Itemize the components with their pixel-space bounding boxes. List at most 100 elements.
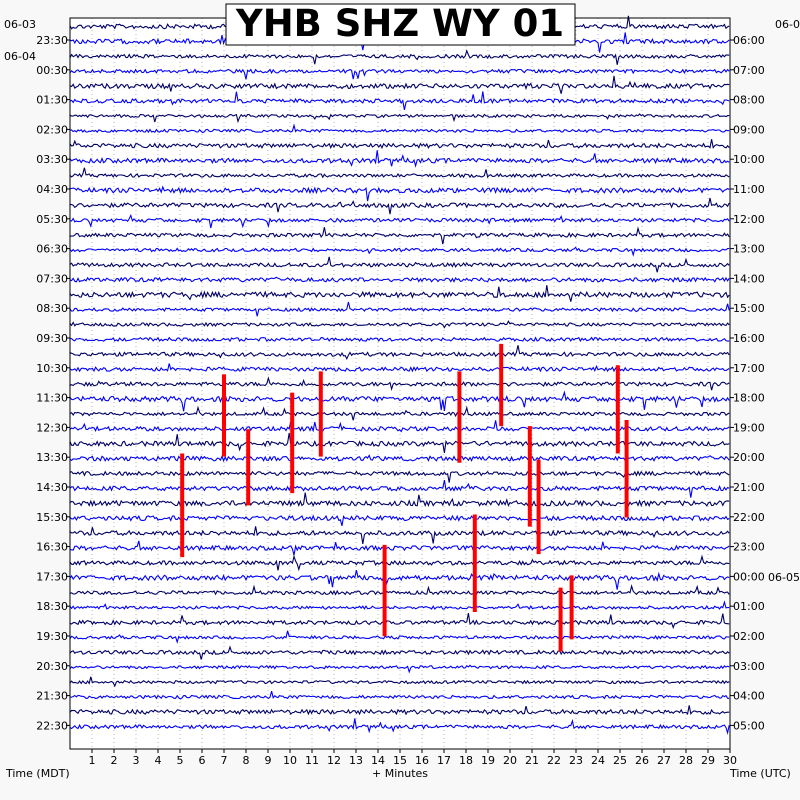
seismic-trace: [69, 150, 730, 168]
x-tick-label: 24: [591, 754, 605, 767]
x-tick-label: 8: [243, 754, 250, 767]
right-time-label: 05:00: [733, 719, 765, 732]
left-time-label: 15:30: [36, 511, 68, 524]
seismic-trace: [69, 492, 730, 508]
right-time-axis: 06:00 07:00 08:00 09:00 10:00 11:00 12:00 13:00…: [730, 34, 765, 732]
x-tick-label: 30: [723, 754, 737, 767]
seismic-trace: [69, 256, 730, 273]
x-tick-label: 21: [525, 754, 539, 767]
left-date-label-1: 06-03: [4, 18, 36, 31]
seismic-trace: [69, 454, 730, 463]
seismic-trace: [69, 345, 730, 360]
right-date-label-1: 06-0: [775, 18, 800, 31]
x-tick-label: 10: [283, 754, 297, 767]
left-time-label: 21:30: [36, 690, 68, 703]
left-time-label: 09:30: [36, 332, 68, 345]
seismic-trace: [69, 185, 730, 202]
x-tick-label: 25: [613, 754, 627, 767]
x-tick-label: 13: [349, 754, 363, 767]
x-tick-label: 9: [265, 754, 272, 767]
seismic-trace: [69, 645, 730, 660]
left-time-label: 08:30: [36, 302, 68, 315]
left-time-label: 19:30: [36, 630, 68, 643]
seismic-trace: [69, 226, 730, 245]
right-time-label: 10:00: [733, 153, 765, 166]
seismic-trace: [69, 690, 730, 700]
seismic-trace: [69, 68, 730, 80]
x-tick-label: 23: [569, 754, 583, 767]
x-tick-label: 12: [327, 754, 341, 767]
left-time-label: 05:30: [36, 213, 68, 226]
x-tick-label: 29: [701, 754, 715, 767]
left-time-label: 17:30: [36, 570, 68, 583]
x-axis-label: + Minutes: [372, 767, 428, 780]
left-time-label: 20:30: [36, 660, 68, 673]
x-tick-label: 11: [305, 754, 319, 767]
left-time-label: 11:30: [36, 392, 68, 405]
left-time-label: 12:30: [36, 421, 68, 434]
x-tick-label: 3: [133, 754, 140, 767]
right-time-label: 17:00: [733, 362, 765, 375]
seismic-trace: [69, 676, 730, 688]
seismic-trace: [69, 613, 730, 630]
x-tick-label: 1: [89, 754, 96, 767]
seismic-traces: [69, 15, 730, 735]
right-time-label: 04:00: [733, 690, 765, 703]
left-axis-title: Time (MDT): [5, 767, 70, 780]
x-axis-ticks: 1 2 3 4 5 6 7 8 9 10 11 12 13 14 15 16 17 18 19 20 21 22 23 24 2…: [89, 749, 737, 767]
left-time-label: 10:30: [36, 362, 68, 375]
right-time-label: 23:00: [733, 541, 765, 554]
right-time-label: 21:00: [733, 481, 765, 494]
left-time-label: 00:30: [36, 64, 68, 77]
x-tick-label: 16: [415, 754, 429, 767]
seismic-trace: [69, 540, 730, 556]
seismic-trace: [69, 705, 730, 716]
x-tick-label: 26: [635, 754, 649, 767]
left-time-label: 04:30: [36, 183, 68, 196]
right-time-label: 18:00: [733, 392, 765, 405]
x-tick-label: 20: [503, 754, 517, 767]
right-time-label: 02:00: [733, 630, 765, 643]
x-tick-label: 22: [547, 754, 561, 767]
left-time-label: 07:30: [36, 272, 68, 285]
right-time-label: 13:00: [733, 243, 765, 256]
seismic-trace: [69, 139, 730, 150]
left-time-label: 14:30: [36, 481, 68, 494]
left-time-label: 13:30: [36, 451, 68, 464]
left-time-label: 03:30: [36, 153, 68, 166]
seismic-trace: [69, 336, 730, 343]
seismic-trace: [69, 479, 730, 498]
x-tick-label: 5: [177, 754, 184, 767]
x-tick-label: 4: [155, 754, 162, 767]
seismic-trace: [69, 91, 730, 111]
right-time-label: 00:00: [733, 570, 765, 583]
right-time-label: 08:00: [733, 94, 765, 107]
x-tick-label: 18: [459, 754, 473, 767]
left-time-label: 18:30: [36, 600, 68, 613]
seismic-trace: [69, 514, 730, 526]
seismic-trace: [69, 49, 730, 65]
left-time-label: 23:30: [36, 34, 68, 47]
right-time-label: 20:00: [733, 451, 765, 464]
right-time-label: 03:00: [733, 660, 765, 673]
right-date-label-2: 06-05: [768, 571, 800, 584]
right-time-label: 06:00: [733, 34, 765, 47]
right-axis-title: Time (UTC): [729, 767, 791, 780]
x-tick-label: 19: [481, 754, 495, 767]
title-box: [225, 3, 576, 46]
right-time-label: 19:00: [733, 421, 765, 434]
right-time-label: 07:00: [733, 64, 765, 77]
chart-title: YHB SHZ WY 01: [235, 2, 564, 45]
right-time-label: 16:00: [733, 332, 765, 345]
x-tick-label: 28: [679, 754, 693, 767]
seismic-trace: [69, 526, 730, 544]
seismic-trace: [69, 285, 730, 302]
right-time-label: 15:00: [733, 302, 765, 315]
seismic-trace: [69, 113, 730, 124]
seismic-trace: [69, 320, 730, 329]
left-time-axis: 23:30 00:30 01:30 02:30 03:30 04:30 05:30 06:30…: [36, 34, 70, 732]
right-time-label: 22:00: [733, 511, 765, 524]
seismic-trace: [69, 213, 730, 229]
x-tick-label: 27: [657, 754, 671, 767]
